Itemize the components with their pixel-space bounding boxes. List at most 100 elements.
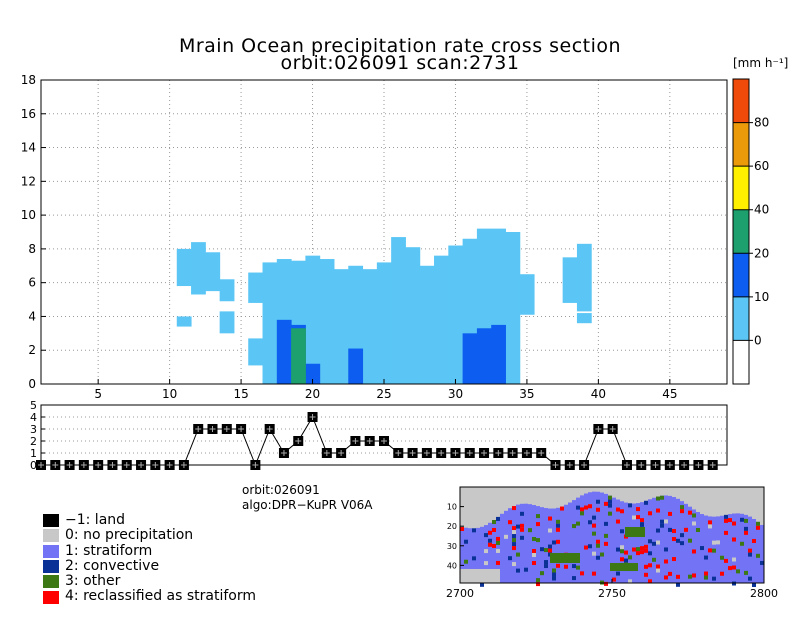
map-precip-column <box>744 514 748 583</box>
legend-item: −1: land <box>43 512 256 528</box>
map-cell <box>724 530 728 535</box>
map-cell <box>712 540 716 545</box>
map-precip-column <box>608 495 612 583</box>
y-tick-label: 12 <box>21 174 36 188</box>
colorbar-segment <box>733 296 749 341</box>
map-cell <box>680 533 684 538</box>
map-cell <box>736 569 740 574</box>
map-x-tick-label: 2750 <box>598 587 626 600</box>
rain-column-light <box>319 259 335 384</box>
map-precip-column <box>536 506 540 583</box>
map-precip-column <box>476 527 480 583</box>
map-cell <box>732 565 736 570</box>
map-cell <box>740 517 744 522</box>
map-cell <box>684 527 688 532</box>
map-precip-column <box>724 514 728 583</box>
map-cell <box>520 527 524 532</box>
map-cell <box>644 500 648 505</box>
map-cell <box>712 576 716 581</box>
map-cell <box>652 557 656 562</box>
map-cell <box>604 533 608 538</box>
orbit-scan-subtitle: orbit:026091 scan:2731 <box>280 52 520 74</box>
map-precip-column <box>620 501 624 583</box>
map-cell <box>648 563 652 568</box>
rain-column-moderate <box>491 324 506 384</box>
rain-column-moderate <box>462 333 478 384</box>
rain-column-moderate <box>305 363 321 384</box>
map-cell <box>484 533 488 538</box>
map-cell <box>516 524 520 529</box>
map-cell <box>548 528 552 533</box>
map-cell <box>644 572 648 577</box>
map-cell <box>576 565 580 570</box>
map-precip-column <box>664 495 668 583</box>
map-cell <box>608 503 612 508</box>
map-cell <box>556 519 560 524</box>
map-cell <box>532 561 536 566</box>
map-cell <box>708 524 712 529</box>
map-precip-column <box>640 502 644 583</box>
map-precip-column <box>460 527 464 583</box>
map-cell <box>584 505 588 510</box>
map-cell <box>748 552 752 557</box>
x-tick-label: 40 <box>591 387 606 401</box>
map-cell <box>496 536 500 541</box>
map-cell <box>492 544 496 549</box>
map-cell <box>660 495 664 500</box>
map-cell <box>492 528 496 533</box>
map-cell <box>604 501 608 506</box>
map-cell <box>520 511 524 516</box>
colorbar-tick-label: 10 <box>754 290 769 304</box>
y-tick-label: 10 <box>21 208 36 222</box>
map-cell <box>644 544 648 549</box>
legend-label: 2: convective <box>65 557 160 574</box>
map-cell <box>656 564 660 569</box>
map-cell <box>592 551 596 556</box>
map-cell <box>512 562 516 567</box>
legend-swatch <box>43 575 59 589</box>
map-cell <box>488 542 492 547</box>
rain-column-light <box>191 242 206 295</box>
map-cell <box>680 505 684 510</box>
map-cell <box>596 555 600 560</box>
map-cell <box>668 511 672 516</box>
map-precip-column <box>616 499 620 583</box>
rain-column-heavy <box>291 328 306 384</box>
map-cell <box>532 549 536 554</box>
map-cell <box>676 574 680 579</box>
x-tick-label: 20 <box>305 387 320 401</box>
map-cell <box>664 559 668 564</box>
map-cell <box>740 541 744 546</box>
map-cell <box>532 537 536 542</box>
map-cell <box>608 495 612 500</box>
map-cell <box>600 552 604 557</box>
map-precip-column <box>524 503 528 583</box>
y-tick-label: 3 <box>30 423 37 436</box>
map-precip-column <box>652 497 656 583</box>
y-tick-label: 14 <box>21 141 36 155</box>
map-cell <box>660 519 664 524</box>
map-precip-column <box>580 495 584 583</box>
map-cell <box>728 518 732 523</box>
map-cell <box>704 575 708 580</box>
map-cell <box>544 564 548 569</box>
map-other-area <box>610 563 638 571</box>
map-cell <box>596 543 600 548</box>
colorbar-tick-label: 80 <box>754 116 769 130</box>
map-cell <box>596 539 600 544</box>
x-tick-label: 25 <box>376 387 391 401</box>
map-precip-column <box>588 492 592 583</box>
map-precip-column <box>464 527 468 583</box>
map-cell <box>620 549 624 554</box>
map-cell <box>720 571 724 576</box>
map-cell <box>756 553 760 558</box>
map-cell <box>576 505 580 510</box>
colorbar-segment <box>733 209 749 254</box>
legend-item: 1: stratiform <box>43 543 256 559</box>
colorbar-frame <box>732 78 750 385</box>
map-cell <box>616 519 620 524</box>
map-precip-column <box>656 496 660 583</box>
map-cell <box>512 542 516 547</box>
map-cell <box>496 516 500 521</box>
